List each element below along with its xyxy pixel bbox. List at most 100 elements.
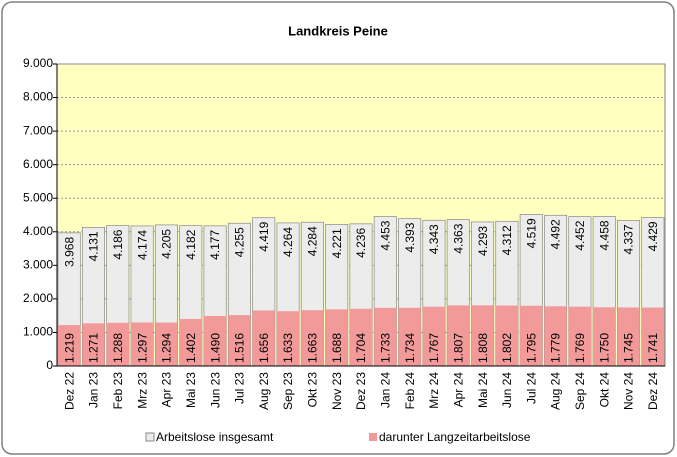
y-tick-label: 0	[46, 358, 53, 372]
x-tick-label: Apr 24	[451, 372, 465, 408]
value-label: 4.363	[451, 223, 465, 253]
bar	[593, 307, 616, 366]
x-tick-label: Aug 23	[257, 372, 271, 410]
value-label: 4.255	[233, 227, 247, 257]
value-label: 4.264	[281, 227, 295, 257]
value-label: 1.741	[646, 333, 660, 363]
x-tick-label: Jun 24	[500, 372, 514, 408]
y-tick-label: 8.000	[23, 90, 53, 104]
value-label: 1.633	[281, 333, 295, 363]
bar	[252, 310, 275, 366]
value-label: 1.516	[233, 333, 247, 363]
bar	[301, 310, 324, 366]
value-label: 1.271	[87, 333, 101, 363]
y-tick-label: 7.000	[23, 123, 53, 137]
x-tick-label: Mai 24	[476, 372, 490, 408]
value-label: 1.297	[135, 333, 149, 363]
y-tick-label: 5.000	[23, 190, 53, 204]
value-label: 4.492	[549, 219, 563, 249]
y-tick-label: 1.000	[23, 325, 53, 339]
bar	[155, 322, 178, 366]
x-tick-label: Aug 24	[549, 372, 563, 410]
bar	[520, 305, 543, 366]
x-tick-label: Jan 24	[378, 372, 392, 408]
bar	[398, 307, 421, 366]
value-label: 1.490	[208, 333, 222, 363]
value-label: 4.177	[208, 230, 222, 260]
y-tick-label: 3.000	[23, 258, 53, 272]
value-label: 4.186	[111, 229, 125, 259]
value-label: 1.663	[306, 333, 320, 363]
x-tick-label: Okt 23	[306, 372, 320, 408]
bar	[130, 322, 154, 366]
x-tick-label: Sep 24	[573, 372, 587, 410]
x-tick-label: Feb 24	[403, 372, 417, 410]
x-tick-label: Nov 23	[330, 372, 344, 410]
bar	[495, 305, 519, 366]
value-label: 1.807	[451, 333, 465, 363]
value-label: 1.733	[378, 333, 392, 363]
bar	[422, 306, 446, 366]
value-label: 4.452	[573, 220, 587, 250]
value-label: 1.402	[184, 333, 198, 363]
bar	[349, 308, 373, 366]
value-label: 4.205	[160, 229, 174, 259]
x-tick-label: Jun 23	[208, 372, 222, 408]
value-label: 1.688	[330, 333, 344, 363]
y-tick-label: 6.000	[23, 157, 53, 171]
bar	[374, 307, 397, 366]
x-tick-label: Feb 23	[111, 372, 125, 410]
x-tick-label: Sep 23	[281, 372, 295, 410]
bar	[179, 318, 202, 366]
bar	[106, 322, 129, 366]
x-tick-label: Mai 23	[184, 372, 198, 408]
bar	[447, 305, 470, 366]
x-tick-label: Dez 24	[646, 372, 660, 410]
value-label: 1.294	[160, 333, 174, 363]
value-label: 4.174	[135, 230, 149, 260]
value-label: 4.453	[378, 220, 392, 250]
value-label: 1.219	[62, 333, 76, 363]
value-label: 1.767	[427, 333, 441, 363]
bar	[203, 316, 227, 366]
value-label: 4.458	[597, 220, 611, 250]
value-label: 4.393	[403, 222, 417, 252]
value-label: 1.769	[573, 333, 587, 363]
bar	[325, 309, 348, 366]
value-label: 1.288	[111, 333, 125, 363]
x-tick-label: Okt 24	[597, 372, 611, 408]
value-label: 4.236	[354, 228, 368, 258]
value-label: 4.293	[476, 226, 490, 256]
value-label: 1.802	[500, 333, 514, 363]
bar	[568, 306, 592, 366]
value-label: 1.745	[622, 333, 636, 363]
bar	[82, 323, 105, 366]
x-tick-label: Mrz 23	[135, 372, 149, 409]
bar	[228, 315, 251, 366]
value-label: 4.519	[524, 218, 538, 248]
bar	[617, 307, 640, 366]
value-label: 1.795	[524, 333, 538, 363]
x-tick-label: Dez 22	[62, 372, 76, 410]
legend-swatch	[369, 433, 377, 441]
value-label: 4.312	[500, 225, 514, 255]
x-tick-label: Mrz 24	[427, 372, 441, 409]
x-tick-label: Nov 24	[622, 372, 636, 410]
value-label: 4.221	[330, 228, 344, 258]
x-tick-label: Jul 23	[233, 372, 247, 404]
value-label: 1.704	[354, 333, 368, 363]
value-label: 4.419	[257, 221, 271, 251]
legend-swatch	[145, 432, 155, 442]
x-tick-label: Jul 24	[524, 372, 538, 404]
value-label: 1.779	[549, 333, 563, 363]
bar	[641, 307, 664, 366]
value-label: 4.337	[622, 224, 636, 254]
value-label: 4.131	[87, 231, 101, 261]
value-label: 4.182	[184, 229, 198, 259]
legend-label: darunter Langzeitarbeitslose	[379, 430, 531, 444]
bar	[58, 325, 81, 366]
x-tick-label: Apr 23	[160, 372, 174, 408]
bar	[276, 311, 300, 366]
bar	[544, 306, 567, 366]
